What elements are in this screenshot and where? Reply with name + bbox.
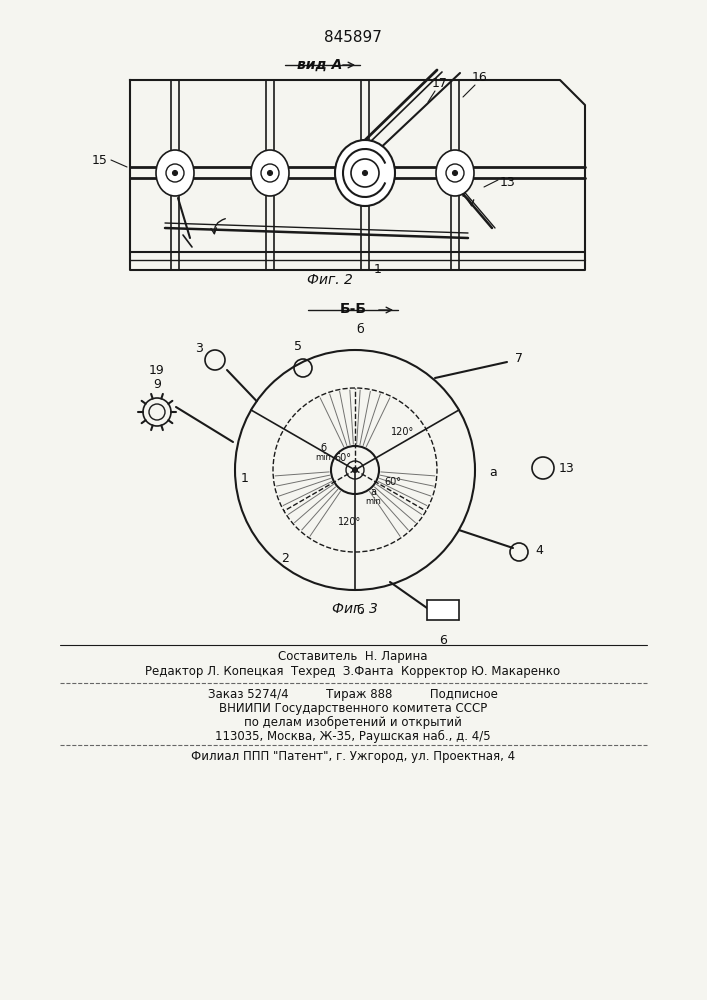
Text: по делам изобретений и открытий: по делам изобретений и открытий bbox=[244, 716, 462, 729]
Ellipse shape bbox=[335, 140, 395, 206]
Text: 16: 16 bbox=[472, 71, 488, 84]
Text: Редактор Л. Копецкая  Техред  З.Фанта  Корректор Ю. Макаренко: Редактор Л. Копецкая Техред З.Фанта Корр… bbox=[146, 665, 561, 678]
Text: а: а bbox=[370, 487, 376, 497]
Text: Филиал ППП "Патент", г. Ужгород, ул. Проектная, 4: Филиал ППП "Патент", г. Ужгород, ул. Про… bbox=[191, 750, 515, 763]
Circle shape bbox=[452, 170, 457, 176]
Text: 6: 6 bbox=[439, 634, 447, 647]
Text: 9: 9 bbox=[153, 377, 161, 390]
Text: 7: 7 bbox=[515, 352, 523, 364]
Text: 113035, Москва, Ж-35, Раушская наб., д. 4/5: 113035, Москва, Ж-35, Раушская наб., д. … bbox=[215, 730, 491, 743]
Text: 13: 13 bbox=[500, 176, 515, 188]
Text: Б-Б: Б-Б bbox=[339, 302, 366, 316]
Text: 1: 1 bbox=[374, 263, 382, 276]
Ellipse shape bbox=[346, 150, 384, 196]
Text: 2: 2 bbox=[281, 552, 289, 564]
Text: 13: 13 bbox=[559, 462, 575, 475]
Text: 3: 3 bbox=[195, 342, 203, 355]
Text: ВНИИПИ Государственного комитета СССР: ВНИИПИ Государственного комитета СССР bbox=[219, 702, 487, 715]
Ellipse shape bbox=[251, 150, 289, 196]
Text: min: min bbox=[315, 452, 331, 462]
FancyBboxPatch shape bbox=[427, 600, 459, 620]
Circle shape bbox=[267, 170, 272, 176]
Text: 17: 17 bbox=[432, 77, 448, 90]
Text: 845897: 845897 bbox=[324, 30, 382, 45]
Text: 15: 15 bbox=[92, 153, 108, 166]
Text: Фиг. 3: Фиг. 3 bbox=[332, 602, 378, 616]
Circle shape bbox=[363, 170, 368, 176]
Text: Фиг. 2: Фиг. 2 bbox=[307, 273, 353, 287]
Text: вид А: вид А bbox=[298, 58, 343, 72]
Text: а: а bbox=[489, 466, 497, 480]
Text: 120°: 120° bbox=[339, 517, 361, 527]
Text: 60°: 60° bbox=[385, 477, 402, 487]
Text: min: min bbox=[365, 496, 381, 506]
Ellipse shape bbox=[156, 150, 194, 196]
Text: 5: 5 bbox=[294, 340, 302, 353]
Text: б: б bbox=[320, 443, 326, 453]
Circle shape bbox=[173, 170, 177, 176]
Text: 60°: 60° bbox=[334, 453, 351, 463]
Text: 1: 1 bbox=[241, 472, 249, 485]
Text: б: б bbox=[356, 604, 364, 617]
Text: 4: 4 bbox=[535, 544, 543, 556]
Text: 120°: 120° bbox=[392, 427, 414, 437]
Ellipse shape bbox=[436, 150, 474, 196]
Text: Составитель  Н. Ларина: Составитель Н. Ларина bbox=[279, 650, 428, 663]
Circle shape bbox=[353, 468, 358, 473]
Text: Заказ 5274/4          Тираж 888          Подписное: Заказ 5274/4 Тираж 888 Подписное bbox=[208, 688, 498, 701]
Text: б: б bbox=[356, 323, 364, 336]
Text: 19: 19 bbox=[149, 363, 165, 376]
